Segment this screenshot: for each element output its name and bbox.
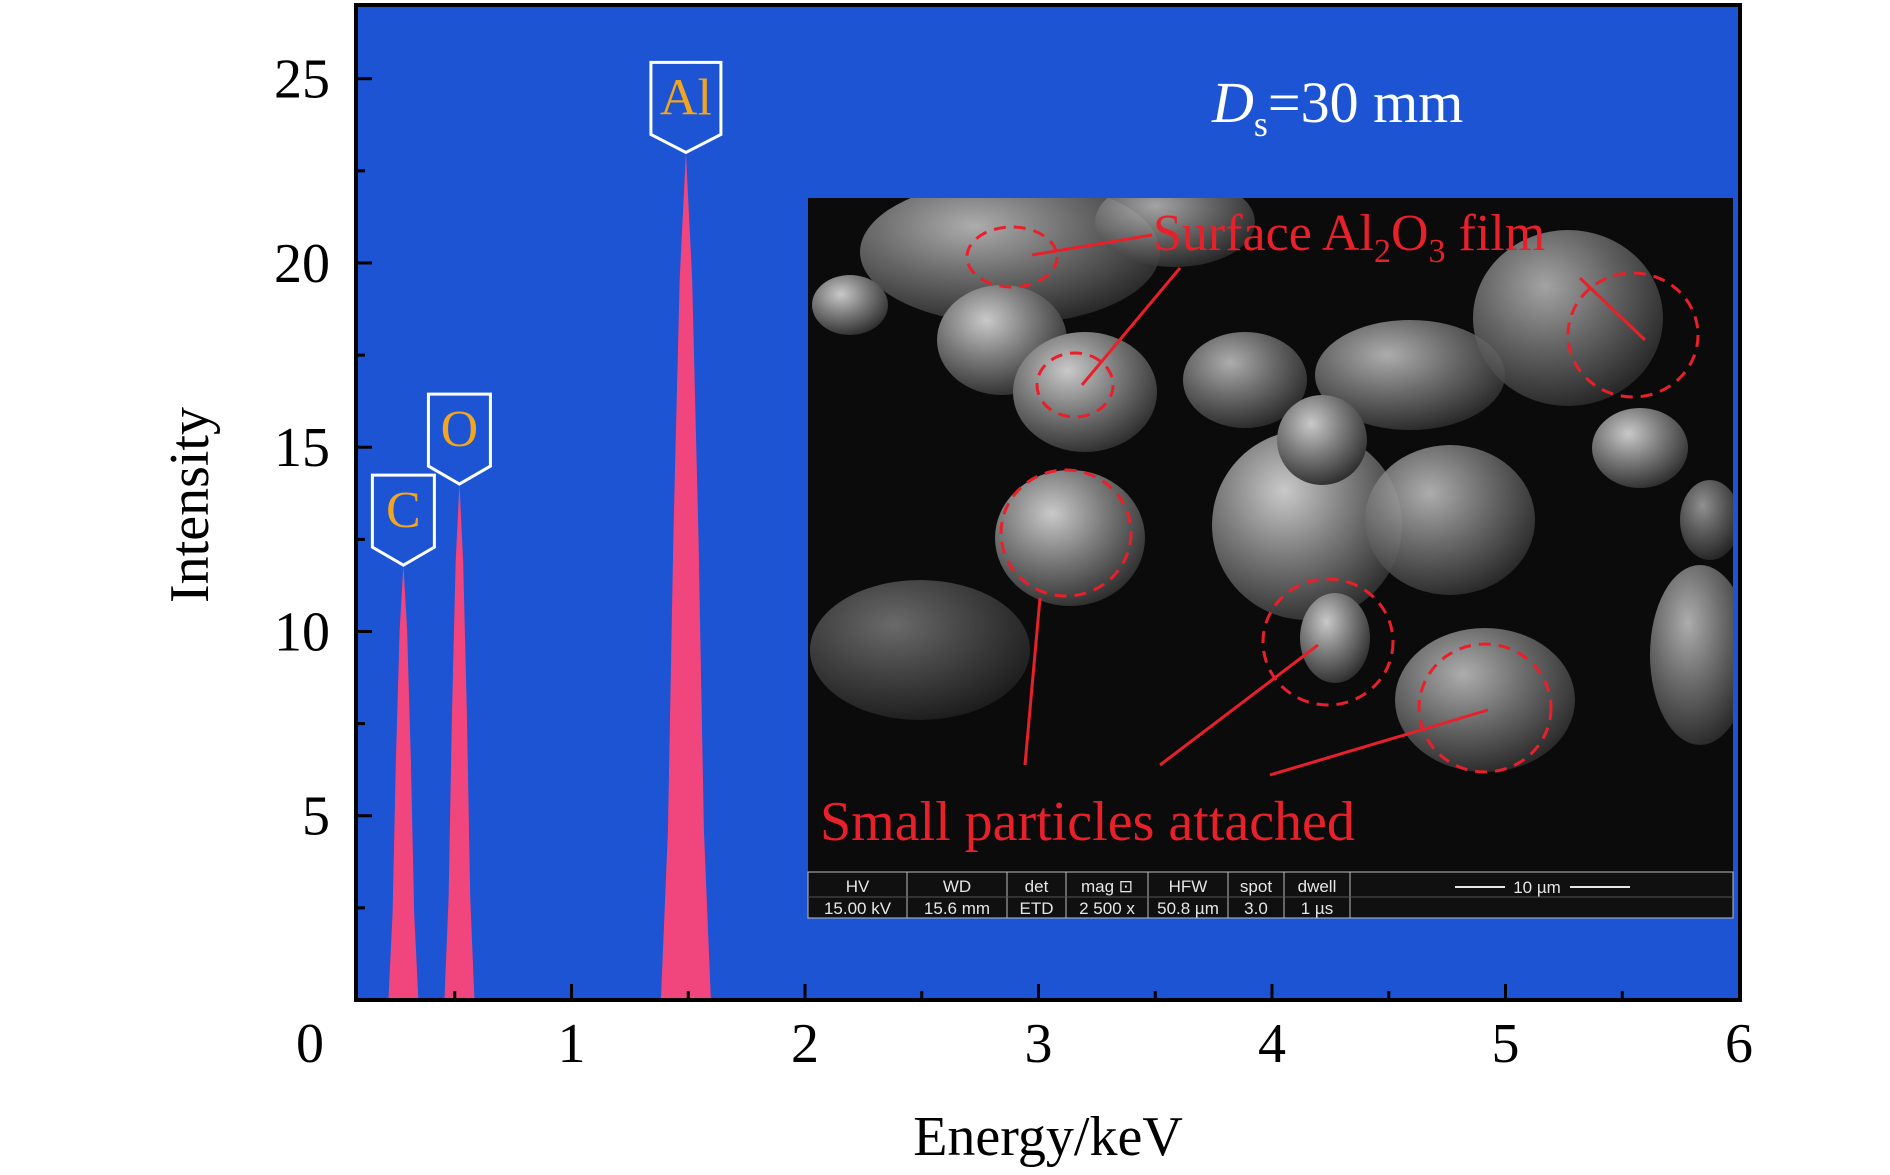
ds-annotation: Ds=30 mm — [1211, 70, 1463, 144]
databar-header: HFW — [1169, 877, 1208, 896]
peak-o — [444, 484, 475, 1000]
y-tick-label: 25 — [274, 49, 330, 111]
databar-header: HV — [846, 877, 870, 896]
databar-header: mag ⊡ — [1081, 877, 1133, 896]
highlight-circle — [1566, 271, 1700, 399]
peak-label-o: O — [426, 392, 492, 486]
databar-value: ETD — [1020, 899, 1054, 918]
databar-header: det — [1025, 877, 1049, 896]
sem-databar: HV 15.00 kV WD 15.6 mm det ETD mag ⊡ 2 500 x HFW… — [807, 871, 1734, 919]
peak-label-tag — [649, 60, 723, 155]
y-tick-label: 20 — [274, 233, 330, 295]
highlight-circle — [965, 225, 1059, 289]
peak-label-text: Al — [660, 69, 712, 126]
film-label: Surface Al2O3 film — [1153, 205, 1545, 270]
particles-label: Small particles attached — [820, 791, 1355, 853]
databar-value: 2 500 x — [1079, 899, 1135, 918]
peak-label-c: C — [370, 473, 436, 567]
peak-label-tag — [370, 473, 436, 567]
y-axis-title: Intensity — [159, 407, 221, 603]
y-tick-label: 10 — [274, 601, 330, 663]
peak-labels: CO Al — [370, 60, 723, 567]
scale-bar-label: 10 µm — [1513, 878, 1561, 897]
databar-value: 50.8 µm — [1157, 899, 1219, 918]
axis-ticks: 0 1 2 3 4 5 6 5 10 15 20 25 — [274, 49, 1753, 1075]
databar-header: spot — [1240, 877, 1272, 896]
databar-value: 1 µs — [1301, 899, 1333, 918]
x-tick-label: 5 — [1492, 1013, 1520, 1075]
y-tick-label: 15 — [274, 417, 330, 479]
highlight-circle — [1261, 577, 1395, 707]
x-tick-label: 6 — [1725, 1013, 1753, 1075]
sem-inset: Surface Al2O3 film Small particles attac… — [807, 198, 1734, 919]
x-tick-label: 1 — [558, 1013, 586, 1075]
x-tick-label: 4 — [1258, 1013, 1286, 1075]
databar-header: dwell — [1298, 877, 1337, 896]
x-tick-label: 0 — [296, 1013, 324, 1075]
peak-al — [660, 152, 711, 1000]
databar-header: WD — [943, 877, 971, 896]
peak-label-tag — [426, 392, 492, 486]
spectrum-peaks — [388, 152, 711, 1000]
leader-lines — [1023, 233, 1647, 777]
y-tick-label: 5 — [302, 786, 330, 848]
databar-value: 15.6 mm — [924, 899, 990, 918]
scale-bar: 10 µm — [1455, 878, 1630, 897]
x-axis-title: Energy/keV — [913, 1106, 1183, 1168]
peak-c — [388, 565, 419, 1000]
peak-label-text: O — [441, 401, 479, 458]
peak-label-al: Al — [649, 60, 723, 155]
databar-value: 15.00 kV — [824, 899, 892, 918]
databar-value: 3.0 — [1244, 899, 1268, 918]
highlight-circle — [999, 468, 1133, 598]
peak-label-text: C — [386, 482, 421, 539]
x-tick-label: 2 — [791, 1013, 819, 1075]
x-tick-label: 3 — [1025, 1013, 1053, 1075]
highlight-circles — [965, 225, 1700, 774]
sem-particles — [810, 198, 1733, 772]
highlight-circle — [1417, 642, 1553, 774]
highlight-circle — [1035, 351, 1115, 419]
plot-frame — [354, 3, 1742, 1002]
